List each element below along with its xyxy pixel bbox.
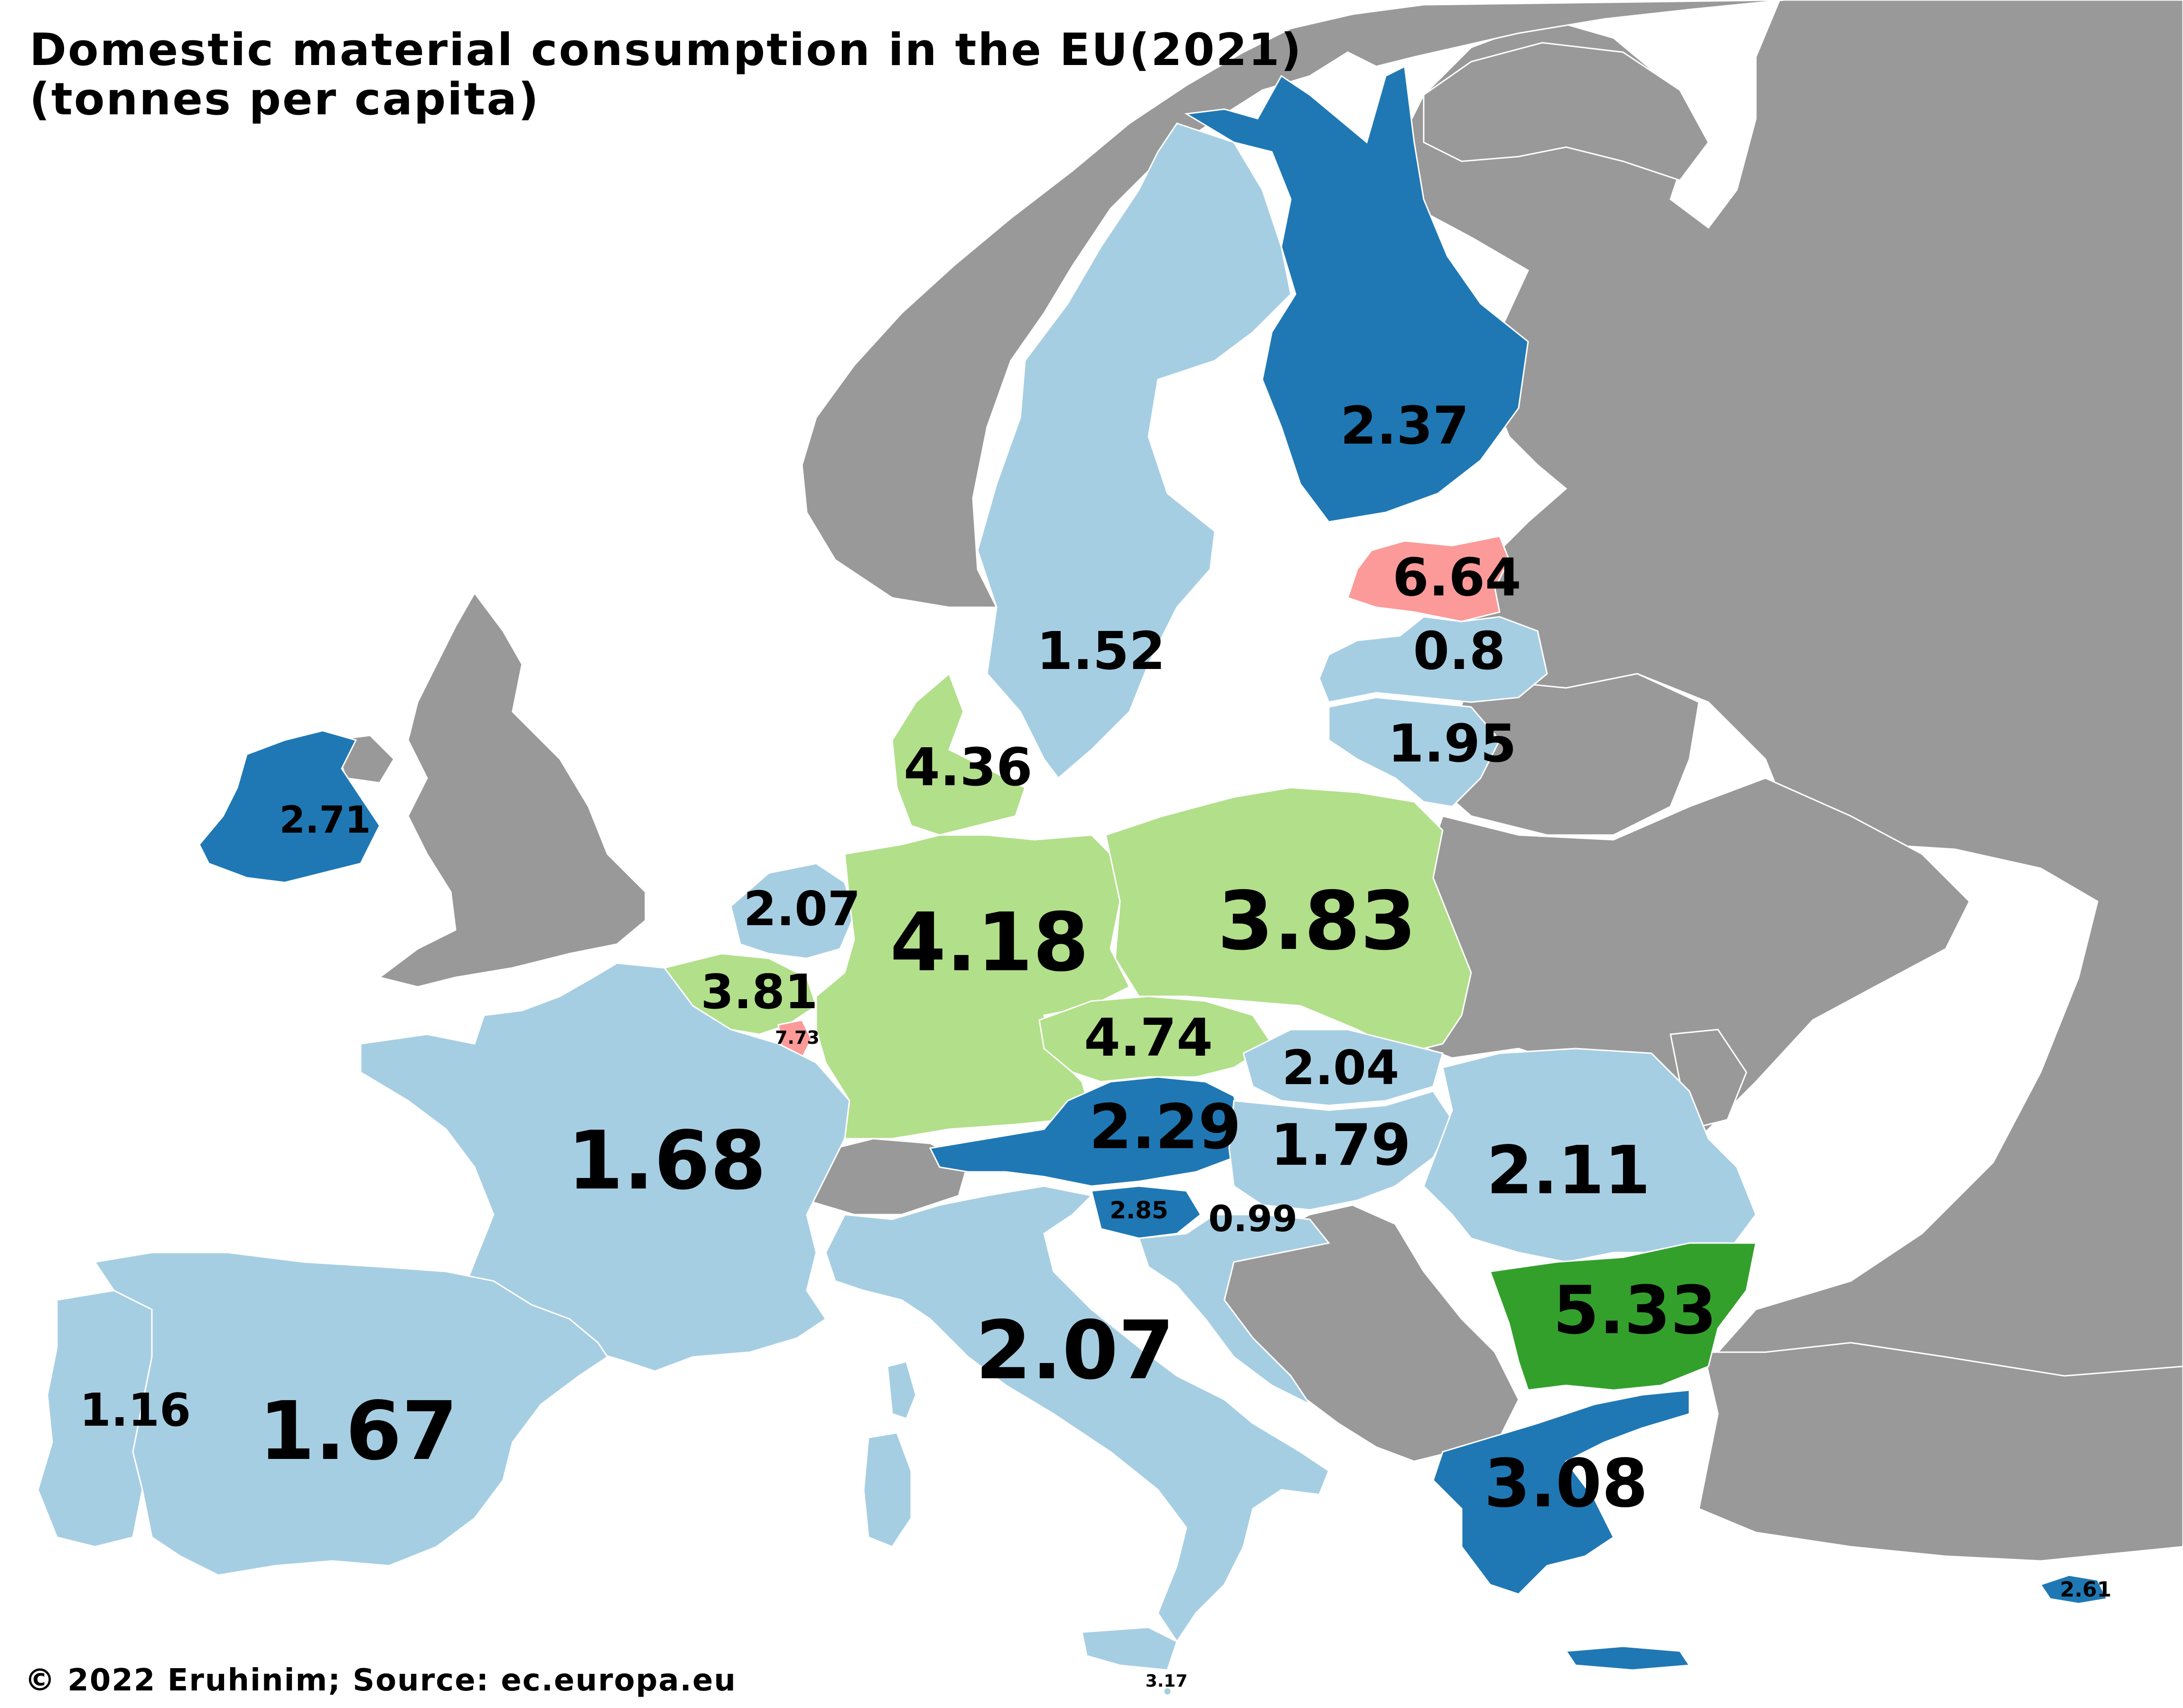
label-czechia: 4.74 <box>1084 1007 1213 1068</box>
hungary-shape <box>1228 1090 1453 1211</box>
eu-countries <box>37 65 2108 1696</box>
map-title-line-1: Domestic material consumption in the EU(… <box>29 24 1303 76</box>
cyprus-shape <box>2039 1574 2108 1605</box>
crete-shape <box>1565 1645 1691 1671</box>
croatia-shape <box>1138 1214 1330 1406</box>
lithuania-shape <box>1328 696 1501 808</box>
label-belgium: 3.81 <box>701 964 818 1020</box>
label-greece: 3.08 <box>1484 1445 1648 1522</box>
label-latvia: 0.8 <box>1413 621 1506 681</box>
label-slovakia: 2.04 <box>1282 1040 1399 1095</box>
label-netherlands: 2.07 <box>744 881 861 937</box>
credit-text: © 2022 Eruhinim; Source: ec.europa.eu <box>25 1663 737 1698</box>
label-croatia: 0.99 <box>1208 1197 1297 1240</box>
great-britain <box>378 592 646 988</box>
latvia-shape <box>1318 616 1548 703</box>
label-denmark: 4.36 <box>904 737 1032 798</box>
label-bulgaria: 5.33 <box>1553 1272 1717 1349</box>
label-spain: 1.67 <box>259 1384 457 1478</box>
label-luxembourg: 7.73 <box>775 1027 820 1048</box>
russia-kola <box>1423 42 1709 181</box>
label-portugal: 1.16 <box>80 1384 191 1437</box>
label-finland: 2.37 <box>1340 395 1469 456</box>
ireland-shape <box>198 730 381 883</box>
czechia-shape <box>1038 995 1273 1083</box>
label-poland: 3.83 <box>1217 874 1416 968</box>
turkey-region <box>1698 1342 2183 1562</box>
label-ireland: 2.71 <box>280 799 371 842</box>
sweden-shape <box>977 122 1292 780</box>
label-malta: 3.17 <box>1146 1671 1188 1691</box>
sardinia-shape <box>863 1432 912 1548</box>
slovakia-shape <box>1242 1029 1444 1106</box>
italy-shape <box>825 1185 1330 1643</box>
malta-shape <box>1163 1687 1172 1696</box>
estonia-shape <box>1347 535 1510 622</box>
label-lithuania: 1.95 <box>1388 713 1516 774</box>
label-estonia: 6.64 <box>1392 547 1521 608</box>
finland-shape <box>1184 65 1529 523</box>
label-cyprus: 2.61 <box>2060 1578 2112 1602</box>
label-germany: 4.18 <box>890 896 1089 990</box>
label-france: 1.68 <box>567 1114 766 1208</box>
corsica-shape <box>886 1361 917 1420</box>
label-italy: 2.07 <box>975 1304 1174 1398</box>
spain-shape <box>93 1252 609 1576</box>
value-labels: 2.37 1.52 6.64 0.8 1.95 4.36 2.71 2.07 4… <box>80 395 2111 1691</box>
map-title-line-2: (tonnes per capita) <box>29 74 540 125</box>
sicily-shape <box>1081 1626 1178 1671</box>
label-slovenia: 2.85 <box>1110 1197 1168 1224</box>
denmark-shape <box>891 672 1026 836</box>
bulgaria-shape <box>1489 1242 1757 1391</box>
non-eu-land <box>331 0 2183 1562</box>
label-sweden: 1.52 <box>1036 621 1165 681</box>
label-austria: 2.29 <box>1089 1091 1241 1163</box>
label-hungary: 1.79 <box>1270 1113 1411 1179</box>
label-romania: 2.11 <box>1486 1132 1650 1209</box>
slovenia-shape <box>1091 1185 1202 1239</box>
netherlands-shape <box>730 863 855 959</box>
greece-shape <box>1432 1389 1690 1595</box>
